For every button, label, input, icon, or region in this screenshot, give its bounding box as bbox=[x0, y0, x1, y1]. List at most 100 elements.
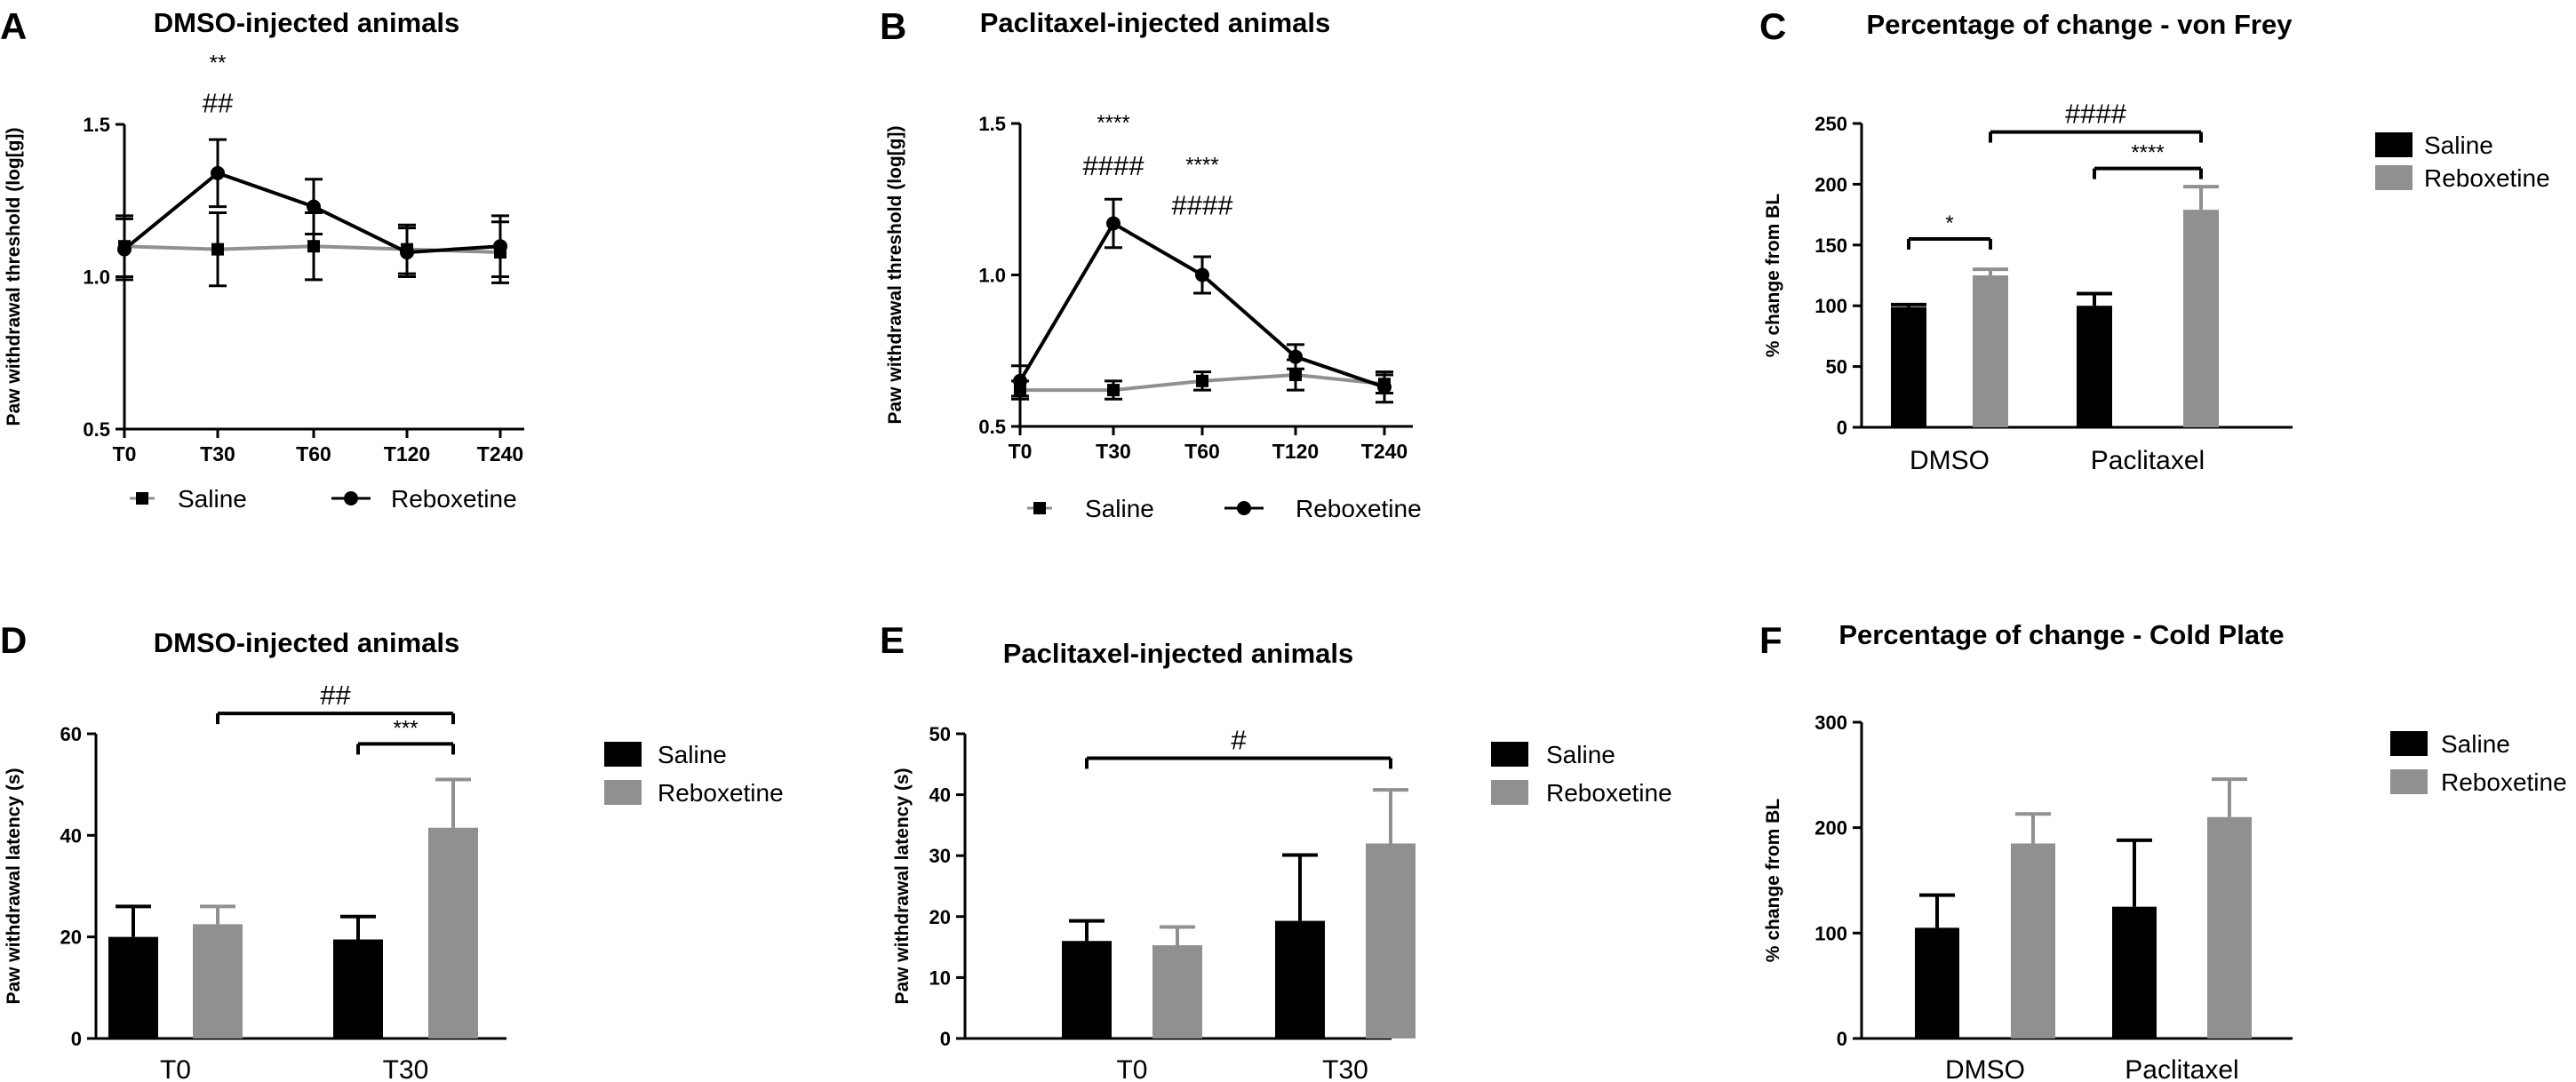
bar-reboxetine bbox=[2183, 210, 2219, 427]
panel-title: Percentage of change - Cold Plate bbox=[1838, 619, 2284, 650]
x-tick-label: T240 bbox=[477, 442, 523, 465]
legend-swatch-saline bbox=[1491, 742, 1528, 767]
legend-label-saline: Saline bbox=[1085, 495, 1154, 522]
significance-bracket: *** bbox=[356, 716, 455, 755]
bar-reboxetine bbox=[1366, 843, 1416, 1038]
y-tick-label: 1.5 bbox=[83, 114, 110, 136]
y-axis-label: % change from BL bbox=[1763, 799, 1783, 963]
x-tick-label: T0 bbox=[113, 442, 137, 465]
y-tick-label: 200 bbox=[1814, 817, 1847, 839]
y-tick-label: 0 bbox=[1837, 417, 1847, 439]
y-tick-label: 10 bbox=[929, 967, 951, 989]
y-tick-label: 100 bbox=[1814, 922, 1847, 944]
significance-annotation: #### bbox=[2065, 99, 2127, 130]
bar-saline bbox=[108, 936, 158, 1038]
legend-marker-saline bbox=[136, 492, 148, 505]
legend-label-reboxetine: Reboxetine bbox=[2441, 768, 2567, 796]
y-tick-label: 0 bbox=[1837, 1028, 1847, 1050]
legend-label-reboxetine: Reboxetine bbox=[1546, 779, 1672, 807]
panel-label: E bbox=[880, 619, 905, 661]
legend-label-reboxetine: Reboxetine bbox=[2424, 164, 2550, 192]
chart-panel-b: B Paclitaxel-injected animals Paw withdraw… bbox=[880, 5, 1422, 522]
panel-title: DMSO-injected animals bbox=[154, 7, 460, 38]
data-point-saline bbox=[1107, 384, 1120, 397]
panel-label: C bbox=[1759, 5, 1786, 47]
data-point-reboxetine bbox=[211, 165, 225, 180]
legend-label-saline: Saline bbox=[178, 485, 247, 513]
y-tick-label: 50 bbox=[929, 723, 951, 745]
x-tick-label: T60 bbox=[1184, 440, 1220, 463]
significance-annotation: ## bbox=[320, 680, 351, 711]
significance-bracket: # bbox=[1085, 724, 1392, 769]
x-category-label: DMSO bbox=[1945, 1055, 2025, 1082]
y-tick-label: 1.0 bbox=[978, 265, 1006, 287]
data-point-reboxetine bbox=[117, 242, 132, 257]
panel-title: Paclitaxel-injected animals bbox=[980, 7, 1331, 38]
data-point-saline bbox=[307, 240, 320, 253]
legend-label-saline: Saline bbox=[1546, 741, 1615, 768]
legend-marker-saline bbox=[1033, 502, 1046, 514]
y-tick-label: 20 bbox=[929, 906, 951, 928]
y-tick-label: 1.0 bbox=[83, 267, 110, 289]
x-tick-label: T240 bbox=[1361, 440, 1408, 463]
significance-bracket: ## bbox=[216, 680, 455, 725]
y-tick-label: 150 bbox=[1814, 235, 1847, 257]
y-tick-label: 40 bbox=[929, 784, 951, 807]
x-tick-label: T0 bbox=[1009, 440, 1033, 463]
significance-annotation: **** bbox=[1097, 111, 1129, 135]
data-point-saline bbox=[211, 243, 224, 256]
significance-bracket: * bbox=[1907, 211, 1992, 250]
data-point-reboxetine bbox=[1013, 373, 1027, 388]
legend-swatch-reboxetine bbox=[2390, 769, 2428, 794]
bar-saline bbox=[1275, 920, 1325, 1038]
data-point-reboxetine bbox=[493, 239, 507, 254]
bar-reboxetine bbox=[1152, 945, 1202, 1038]
bar-reboxetine bbox=[428, 827, 478, 1038]
legend-swatch-saline bbox=[2390, 731, 2428, 756]
significance-bracket: **** bbox=[2093, 141, 2203, 179]
y-axis-label: Paw withdrawal threshold (log[g]) bbox=[4, 128, 24, 426]
legend-label-reboxetine: Reboxetine bbox=[658, 779, 784, 807]
y-tick-label: 300 bbox=[1814, 712, 1847, 734]
bar-reboxetine bbox=[1973, 275, 2008, 427]
bar-reboxetine bbox=[193, 924, 243, 1038]
y-tick-label: 60 bbox=[60, 723, 82, 745]
chart-panel-d: D DMSO-injected animals Paw withdrawal lat… bbox=[0, 619, 784, 1082]
y-tick-label: 20 bbox=[60, 927, 82, 949]
bar-saline bbox=[1062, 941, 1112, 1038]
significance-annotation: **** bbox=[1185, 154, 1218, 178]
y-tick-label: 0 bbox=[940, 1028, 951, 1050]
bar-saline bbox=[1891, 306, 1926, 427]
panel-label: A bbox=[0, 5, 27, 47]
panel-label: B bbox=[880, 5, 906, 47]
x-tick-label: T120 bbox=[1272, 440, 1319, 463]
chart-panel-f: F Percentage of change - Cold Plate % chan… bbox=[1759, 619, 2567, 1082]
data-point-saline bbox=[1289, 369, 1302, 382]
legend-label-saline: Saline bbox=[658, 741, 727, 768]
y-axis-label: Paw withdrawal latency (s) bbox=[4, 768, 24, 1004]
bar-reboxetine bbox=[2011, 843, 2055, 1038]
y-tick-label: 0 bbox=[71, 1028, 82, 1050]
x-tick-label: T30 bbox=[1096, 440, 1131, 463]
significance-bracket: #### bbox=[1989, 99, 2203, 143]
data-point-reboxetine bbox=[1288, 349, 1303, 364]
x-category-label: T30 bbox=[1322, 1055, 1368, 1082]
y-tick-label: 1.5 bbox=[978, 113, 1006, 135]
legend-swatch-reboxetine bbox=[604, 780, 642, 805]
chart-panel-e: E Paclitaxel-injected animals Paw withdraw… bbox=[880, 619, 1672, 1082]
y-tick-label: 50 bbox=[1826, 356, 1847, 378]
significance-annotation: # bbox=[1231, 724, 1247, 755]
y-tick-label: 250 bbox=[1814, 113, 1847, 135]
y-tick-label: 200 bbox=[1814, 173, 1847, 195]
y-axis-label: Paw withdrawal latency (s) bbox=[892, 768, 913, 1004]
data-point-reboxetine bbox=[307, 199, 321, 214]
legend-swatch-reboxetine bbox=[2375, 165, 2413, 190]
panel-title: Paclitaxel-injected animals bbox=[1003, 638, 1354, 669]
bar-saline bbox=[2077, 306, 2112, 427]
y-tick-label: 30 bbox=[929, 845, 951, 867]
panel-label: D bbox=[0, 619, 27, 661]
legend-swatch-saline bbox=[2375, 132, 2413, 157]
y-tick-label: 100 bbox=[1814, 295, 1847, 317]
legend-marker-reboxetine bbox=[344, 491, 358, 505]
